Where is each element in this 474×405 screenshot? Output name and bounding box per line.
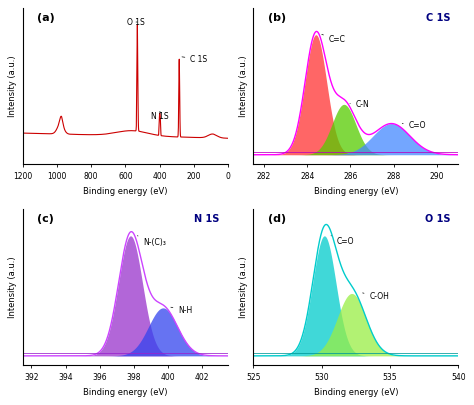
X-axis label: Binding energy (eV): Binding energy (eV) <box>83 388 168 396</box>
Y-axis label: Intensity (a.u.): Intensity (a.u.) <box>9 257 18 318</box>
Text: C-N: C-N <box>350 100 370 109</box>
Text: (a): (a) <box>37 13 55 23</box>
Text: N-(C)₃: N-(C)₃ <box>137 236 166 247</box>
Text: C=C: C=C <box>322 34 346 44</box>
Text: C-OH: C-OH <box>363 292 389 301</box>
Text: N 1S: N 1S <box>151 111 169 121</box>
X-axis label: Binding energy (eV): Binding energy (eV) <box>314 187 398 196</box>
Text: N-H: N-H <box>171 306 192 315</box>
X-axis label: Binding energy (eV): Binding energy (eV) <box>83 187 168 196</box>
Text: O 1S: O 1S <box>425 214 450 224</box>
Text: O 1S: O 1S <box>127 17 145 26</box>
Text: (d): (d) <box>268 214 286 224</box>
Y-axis label: Intensity (a.u.): Intensity (a.u.) <box>239 257 248 318</box>
Text: C 1S: C 1S <box>182 55 208 64</box>
Text: N 1S: N 1S <box>194 214 220 224</box>
Y-axis label: Intensity (a.u.): Intensity (a.u.) <box>239 55 248 117</box>
Text: C 1S: C 1S <box>426 13 450 23</box>
Text: (b): (b) <box>268 13 286 23</box>
Y-axis label: Intensity (a.u.): Intensity (a.u.) <box>9 55 18 117</box>
Text: (c): (c) <box>37 214 54 224</box>
X-axis label: Binding energy (eV): Binding energy (eV) <box>314 388 398 396</box>
Text: C=O: C=O <box>402 122 426 130</box>
Text: C=O: C=O <box>331 236 354 246</box>
